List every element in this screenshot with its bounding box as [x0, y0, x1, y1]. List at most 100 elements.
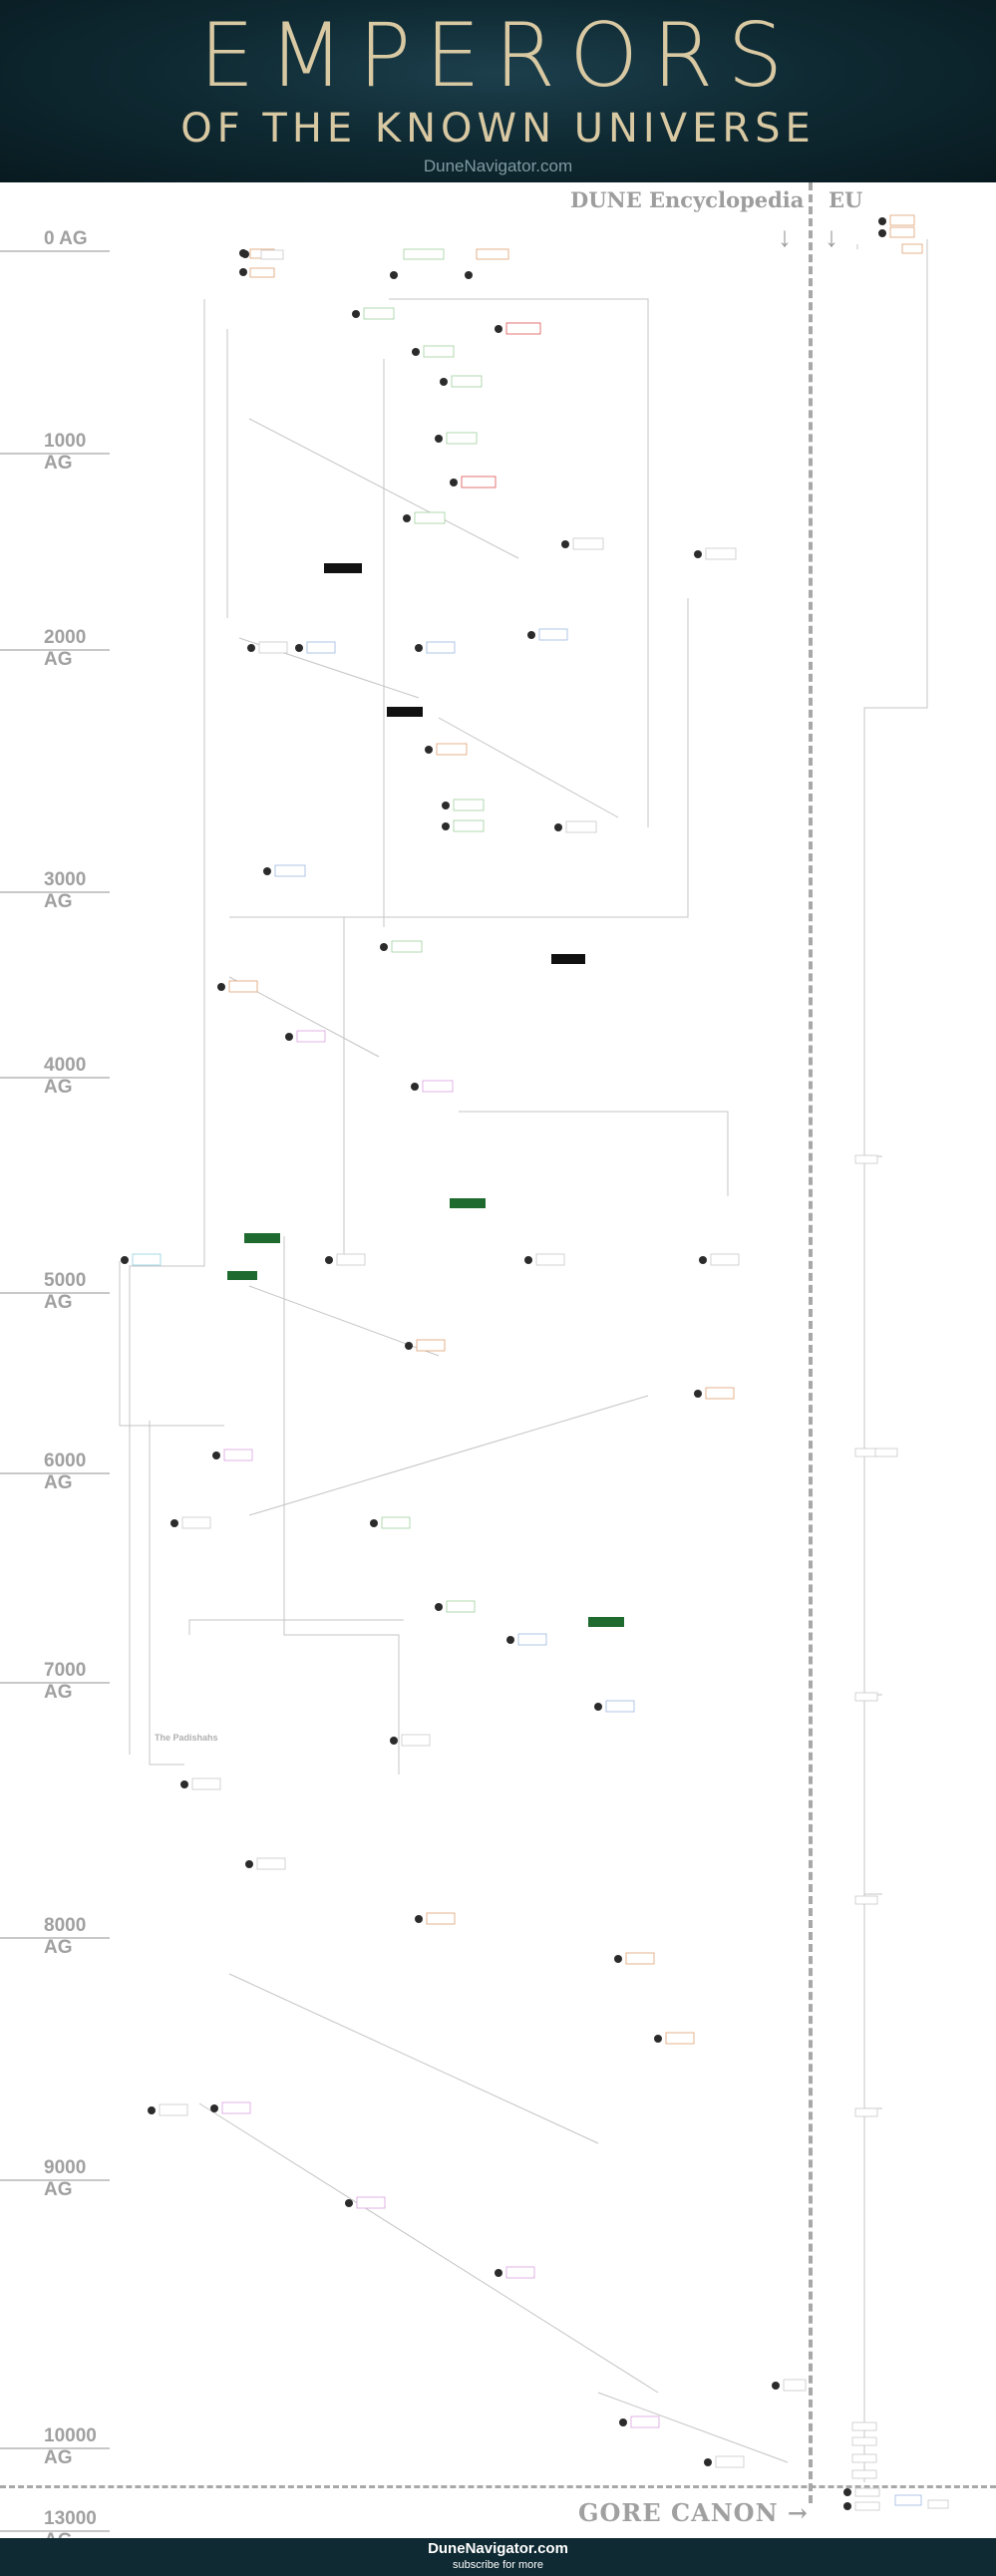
eu-node — [854, 1692, 878, 1702]
emperor-node — [594, 1700, 635, 1713]
emperor-node — [390, 248, 445, 279]
emperor-node — [241, 249, 284, 260]
emperor-node — [325, 1253, 366, 1266]
tree-nodes — [121, 214, 949, 2511]
emperor-node — [148, 2103, 188, 2116]
emperor-node — [247, 641, 288, 654]
emperor-node — [295, 641, 336, 654]
era-label: 6000 AG — [44, 1450, 87, 1493]
gore-canon-divider — [0, 2485, 996, 2488]
emperor-node — [403, 511, 446, 524]
emperor-node — [465, 248, 509, 279]
emperor-node — [411, 1080, 454, 1093]
emperor-node — [244, 1233, 280, 1243]
eu-node — [854, 1154, 878, 1164]
era-line — [0, 649, 110, 651]
eu-node — [851, 2436, 877, 2446]
era-label: 2000 AG — [44, 627, 87, 670]
era-line — [0, 250, 110, 252]
eu-divider — [809, 182, 813, 2503]
era-line — [0, 453, 110, 455]
emperor-node — [554, 820, 597, 833]
era-label: 7000 AG — [44, 1660, 87, 1703]
footer-bar — [0, 2538, 996, 2576]
emperor-node — [440, 375, 483, 388]
era-label: 3000 AG — [44, 869, 87, 912]
emperor-node — [370, 1516, 411, 1529]
emperor-node — [495, 322, 541, 335]
emperor-node — [619, 2415, 660, 2428]
emperor-node — [285, 1030, 326, 1043]
encyclopedia-heading: DUNE Encyclopedia — [570, 187, 805, 212]
era-line — [0, 891, 110, 893]
emperor-node — [415, 1912, 456, 1925]
eu-node — [878, 226, 915, 238]
emperor-node — [614, 1952, 655, 1965]
era-label: 8000 AG — [44, 1915, 87, 1958]
emperor-node — [588, 1617, 624, 1627]
era-line — [0, 1682, 110, 1684]
eu-node — [854, 2107, 878, 2117]
emperor-node — [390, 1734, 431, 1747]
era-line — [0, 1937, 110, 1939]
era-line — [0, 1292, 110, 1294]
emperor-node — [694, 1387, 735, 1400]
emperor-node — [450, 1198, 486, 1208]
emperor-node — [415, 641, 456, 654]
era-label: 4000 AG — [44, 1055, 87, 1098]
page-title: EMPERORS — [198, 4, 798, 107]
tree-connectors — [119, 239, 928, 2482]
eu-node — [854, 1448, 878, 1457]
emperor-node — [551, 954, 585, 964]
era-line — [0, 1077, 110, 1079]
emperor-node — [435, 432, 478, 445]
emperor-node — [412, 345, 455, 358]
era-label: 1000 AG — [44, 431, 87, 474]
eu-node — [874, 1448, 898, 1457]
eu-node — [843, 2487, 880, 2497]
era-line — [0, 1472, 110, 1474]
header-site-link[interactable]: DuneNavigator.com — [423, 157, 573, 175]
gore-canon-label: GORE CANON → — [578, 2498, 809, 2527]
emperor-node — [245, 1857, 286, 1870]
eu-heading: EU — [829, 187, 863, 212]
eu-node — [851, 2421, 877, 2431]
right-arrow-icon: → — [787, 2498, 809, 2527]
emperor-node — [527, 628, 568, 641]
eu-node — [878, 214, 915, 226]
emperor-node — [180, 1777, 221, 1790]
emperor-node — [699, 1253, 740, 1266]
eu-node — [851, 2469, 877, 2479]
footer-site-link[interactable]: DuneNavigator.com — [428, 2540, 568, 2557]
emperor-node — [442, 799, 485, 811]
era-label: 9000 AG — [44, 2157, 87, 2200]
emperor-node — [210, 2101, 251, 2114]
emperor-node — [352, 307, 395, 320]
emperor-node — [425, 743, 468, 756]
emperor-node — [263, 864, 306, 877]
emperor-node — [435, 1600, 476, 1613]
eu-node — [854, 1895, 878, 1905]
emperor-node — [561, 537, 604, 550]
down-arrow-icon: ↓ — [778, 221, 792, 252]
emperor-node — [654, 2032, 695, 2045]
eu-node — [927, 2499, 949, 2509]
padishahs-label: The Padishahs — [155, 1733, 218, 1743]
era-line — [0, 2530, 110, 2532]
page-subtitle: OF THE KNOWN UNIVERSE — [180, 106, 816, 152]
emperor-node — [170, 1516, 211, 1529]
emperor-node — [345, 2196, 386, 2209]
emperor-node — [324, 563, 362, 573]
emperor-node — [227, 1271, 257, 1280]
era-label: 10000 AG — [44, 2425, 97, 2468]
emperor-node — [704, 2455, 745, 2468]
down-arrow-icon: ↓ — [825, 221, 838, 252]
emperor-node — [772, 2379, 807, 2392]
era-label: 5000 AG — [44, 1270, 87, 1313]
subscribe-link[interactable]: subscribe for more — [452, 2559, 544, 2571]
era-line — [0, 2447, 110, 2449]
era-line — [0, 2179, 110, 2181]
emperor-node — [380, 940, 423, 953]
emperor-node — [212, 1449, 253, 1461]
